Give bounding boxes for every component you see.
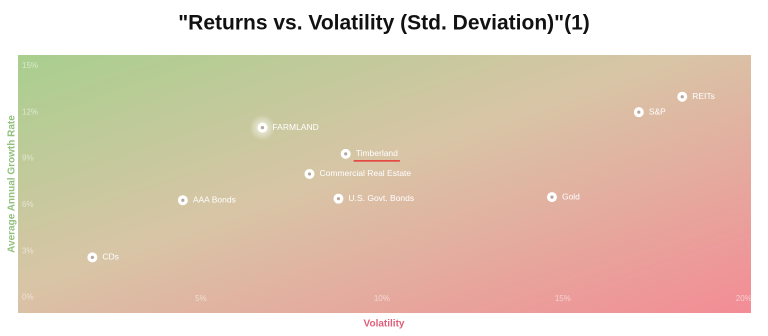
- y-tick-label: 12%: [22, 107, 38, 116]
- chart-title: "Returns vs. Volatility (Std. Deviation)…: [178, 12, 590, 35]
- y-tick-label: 3%: [22, 246, 34, 255]
- y-tick-label: 15%: [22, 61, 38, 70]
- plot-area: [18, 55, 751, 313]
- point-label: REITs: [692, 91, 715, 101]
- point-label: Gold: [562, 191, 580, 201]
- point-dot: [260, 126, 265, 130]
- point-label: AAA Bonds: [193, 194, 236, 204]
- point-dot: [344, 152, 348, 156]
- point-dot: [336, 197, 341, 201]
- x-tick-label: 10%: [374, 294, 390, 303]
- point-label: Commercial Real Estate: [320, 168, 412, 178]
- x-tick-label: 20%: [736, 294, 752, 303]
- y-tick-label: 9%: [22, 154, 34, 163]
- y-axis-title: Average Annual Growth Rate: [7, 115, 18, 253]
- point-dot: [680, 95, 684, 99]
- point-dot: [181, 198, 185, 202]
- x-tick-label: 5%: [195, 294, 207, 303]
- y-tick-label: 0%: [22, 293, 34, 302]
- point-label: CDs: [102, 252, 119, 262]
- x-axis-title: Volatility: [364, 319, 405, 330]
- y-tick-label: 6%: [22, 200, 34, 209]
- point-label: U.S. Govt. Bonds: [348, 193, 414, 203]
- x-tick-label: 15%: [555, 294, 571, 303]
- point-label: FARMLAND: [272, 122, 318, 132]
- point-dot: [307, 172, 312, 176]
- point-label: S&P: [649, 106, 666, 116]
- point-dot: [90, 255, 94, 259]
- point-label: Timberland: [356, 148, 398, 158]
- point-dot: [550, 195, 554, 199]
- point-dot: [637, 110, 641, 114]
